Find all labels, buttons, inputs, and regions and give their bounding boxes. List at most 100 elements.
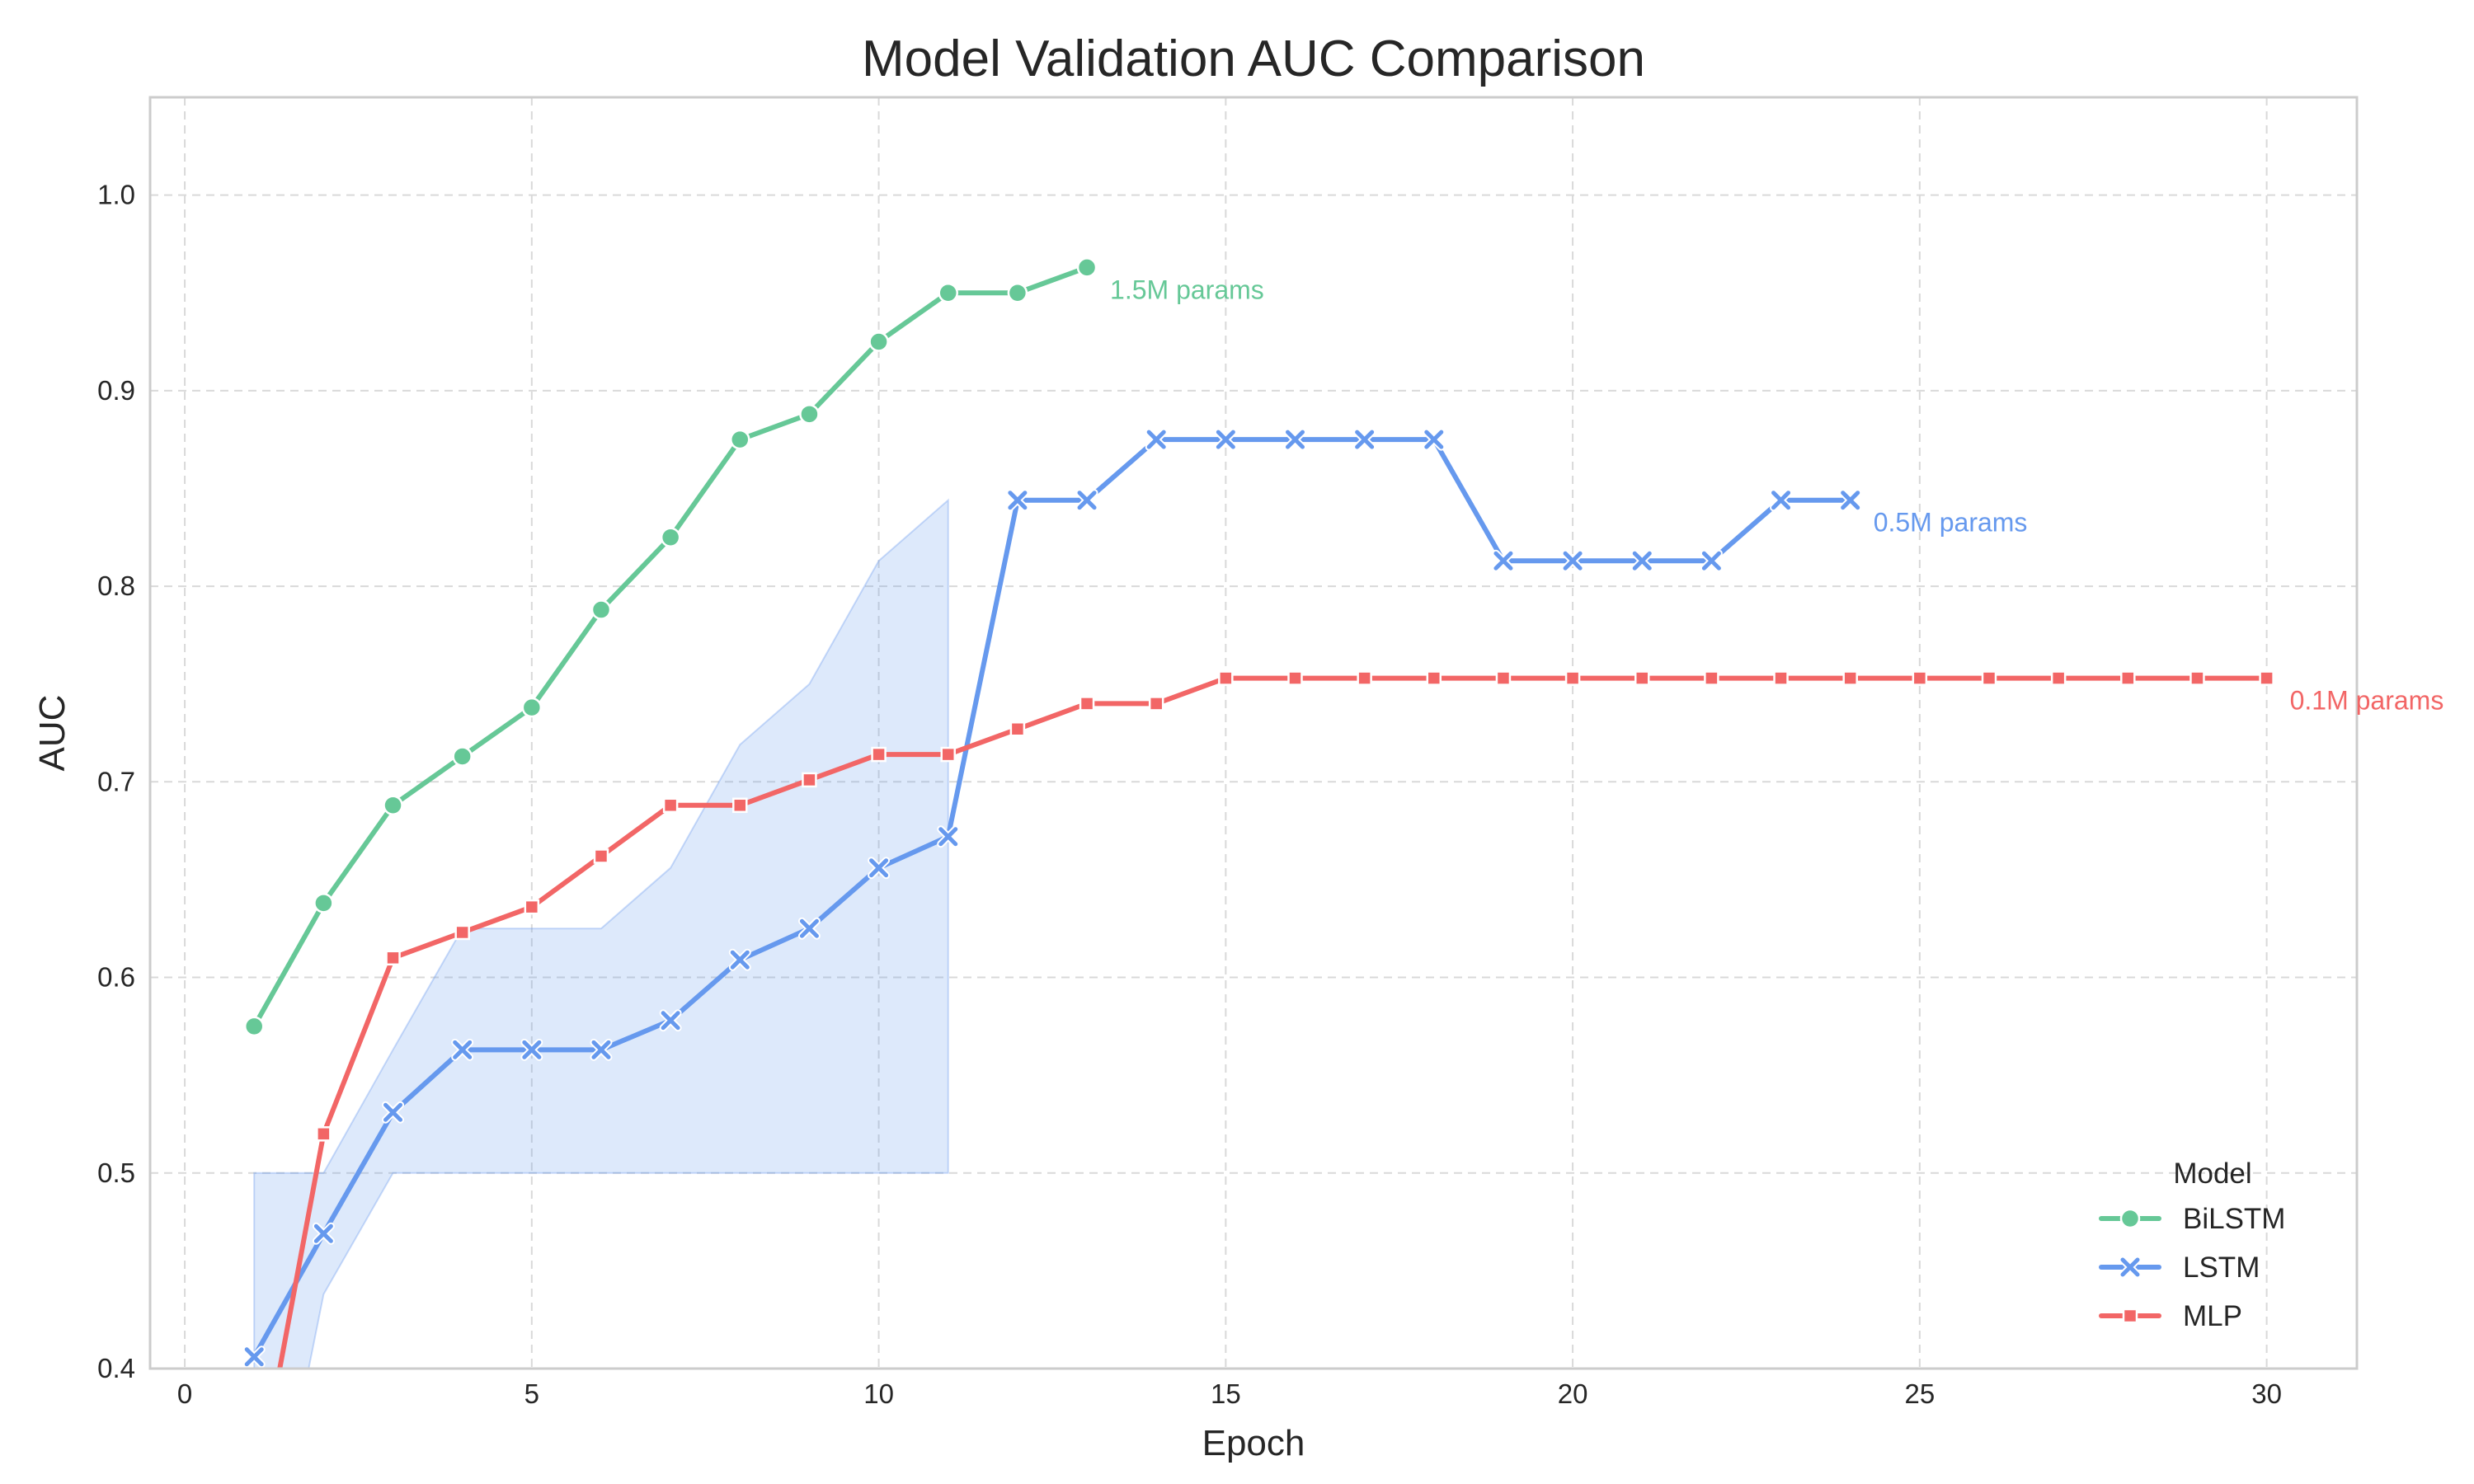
marker-cross xyxy=(869,858,889,878)
x-axis-label: Epoch xyxy=(1202,1423,1305,1463)
x-tick-label: 30 xyxy=(2251,1378,2282,1409)
marker-cross xyxy=(453,1040,473,1059)
data-point-mlp xyxy=(940,746,956,763)
marker-cross xyxy=(1771,491,1791,510)
data-point-mlp xyxy=(524,899,540,915)
data-point-mlp xyxy=(1357,670,1372,686)
data-point-bilstm xyxy=(1076,257,1098,278)
y-tick-label: 0.9 xyxy=(97,375,135,406)
data-point-bilstm xyxy=(521,697,543,718)
marker-cross xyxy=(1841,491,1860,510)
data-point-lstm xyxy=(1145,428,1168,451)
data-point-lstm xyxy=(590,1038,613,1061)
data-point-mlp xyxy=(1704,670,1719,686)
marker-cross xyxy=(591,1040,611,1059)
data-point-lstm xyxy=(1839,489,1862,512)
data-point-lstm xyxy=(312,1222,335,1245)
marker-cross xyxy=(313,1223,333,1243)
y-axis-label: AUC xyxy=(32,695,73,772)
marker-cross xyxy=(938,827,958,847)
data-point-mlp xyxy=(454,924,470,941)
y-tick-label: 0.5 xyxy=(97,1158,135,1188)
data-point-mlp xyxy=(2259,670,2274,686)
legend-title: Model xyxy=(2173,1158,2251,1190)
data-point-lstm xyxy=(242,1345,266,1369)
data-point-bilstm xyxy=(313,893,334,913)
marker-cross xyxy=(1146,430,1166,449)
data-point-bilstm xyxy=(452,746,473,767)
series-line-lstm xyxy=(252,437,1853,1360)
data-point-lstm xyxy=(451,1038,474,1061)
data-point-mlp xyxy=(1842,670,1858,686)
data-point-lstm xyxy=(1283,428,1306,451)
y-tick-label: 0.4 xyxy=(97,1353,135,1383)
marker-cross xyxy=(383,1102,403,1122)
data-point-lstm xyxy=(520,1038,543,1061)
legend-marker-mlp xyxy=(2122,1308,2138,1324)
data-point-lstm xyxy=(1770,489,1793,512)
plot-frame xyxy=(148,96,2359,1370)
data-point-mlp xyxy=(593,848,609,864)
marker-cross xyxy=(730,950,750,970)
marker-cross xyxy=(1701,551,1721,571)
data-point-lstm xyxy=(382,1101,405,1124)
legend-entries: BiLSTM LSTM MLP xyxy=(2099,1203,2285,1332)
annotations: 1.5M params 0.5M params 0.1M params xyxy=(1110,275,2443,715)
legend-entry-mlp: MLP xyxy=(2099,1300,2242,1332)
series-layer xyxy=(242,257,2274,1369)
series-bilstm xyxy=(243,257,1098,1037)
chart-title: Model Validation AUC Comparison xyxy=(862,31,1645,87)
grid xyxy=(150,97,2357,1369)
annotation-bilstm: 1.5M params xyxy=(1110,275,1264,304)
y-tick-label: 0.7 xyxy=(97,766,135,796)
y-tick-label: 0.6 xyxy=(97,962,135,993)
data-point-mlp xyxy=(802,772,817,788)
data-point-mlp xyxy=(662,797,679,814)
x-tick-label: 25 xyxy=(1904,1378,1935,1409)
marker-cross xyxy=(1008,491,1028,510)
marker-cross xyxy=(1424,430,1444,449)
marker-cross xyxy=(2120,1257,2140,1277)
data-point-bilstm xyxy=(730,429,750,450)
data-point-bilstm xyxy=(383,795,403,816)
data-point-mlp xyxy=(1495,670,1512,686)
data-point-mlp xyxy=(1773,670,1789,686)
x-tick-label: 0 xyxy=(177,1378,192,1409)
data-point-lstm xyxy=(1353,428,1376,451)
marker-cross xyxy=(799,918,819,938)
marker-cross xyxy=(1563,551,1583,571)
data-point-bilstm xyxy=(590,599,612,620)
data-point-mlp xyxy=(1079,696,1095,711)
data-point-lstm xyxy=(797,917,821,940)
data-point-mlp xyxy=(385,950,401,966)
marker-cross xyxy=(1285,430,1305,449)
data-point-bilstm xyxy=(243,1016,265,1037)
marker-cross xyxy=(1077,491,1097,510)
data-point-lstm xyxy=(1630,549,1653,572)
legend-entry-bilstm: BiLSTM xyxy=(2099,1203,2285,1235)
legend-label-lstm: LSTM xyxy=(2183,1252,2260,1284)
marker-cross xyxy=(661,1011,680,1031)
x-tick-label: 10 xyxy=(863,1378,894,1409)
legend-marker-lstm xyxy=(2119,1256,2142,1279)
data-point-mlp xyxy=(2050,670,2067,686)
marker-cross xyxy=(1632,551,1652,571)
data-point-mlp xyxy=(316,1126,332,1142)
data-point-lstm xyxy=(1006,489,1029,512)
annotation-mlp: 0.1M params xyxy=(2290,686,2444,716)
data-point-mlp xyxy=(1912,670,1928,686)
series-mlp xyxy=(277,670,2274,1369)
data-point-bilstm xyxy=(799,404,820,425)
marker-cross xyxy=(1493,551,1513,571)
data-point-bilstm xyxy=(660,527,681,548)
data-point-mlp xyxy=(1426,670,1442,686)
legend: Model BiLSTM LSTM MLP xyxy=(2099,1158,2285,1332)
marker-cross xyxy=(1216,430,1235,449)
data-point-bilstm xyxy=(868,331,889,352)
data-point-lstm xyxy=(868,857,891,880)
marker-cross xyxy=(522,1040,542,1059)
data-point-lstm xyxy=(1700,549,1723,572)
